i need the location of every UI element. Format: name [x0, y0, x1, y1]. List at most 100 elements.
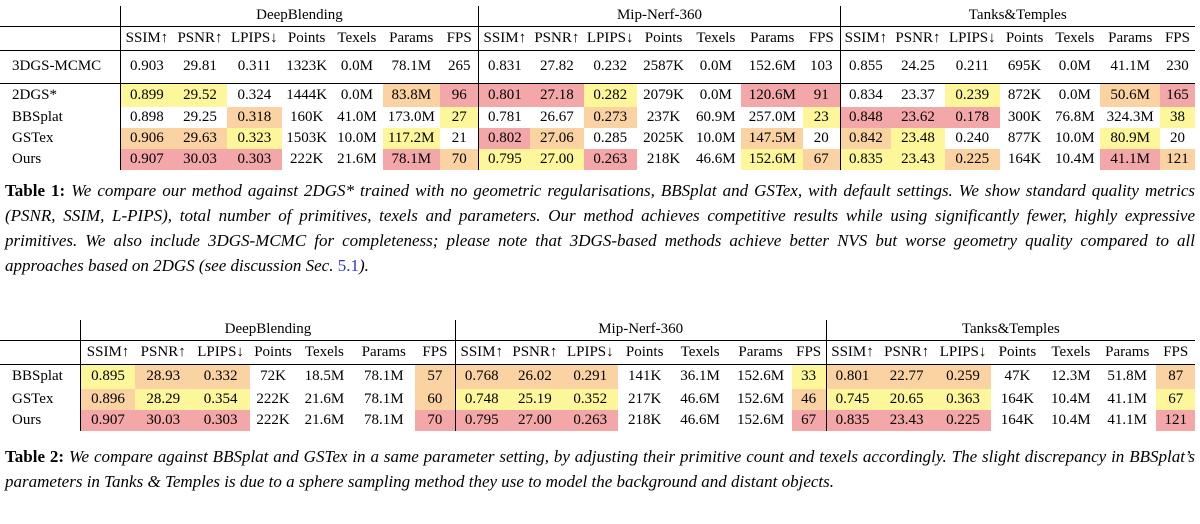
table-cell: 0.263: [583, 149, 637, 170]
table-cell: 10.0M: [337, 130, 377, 146]
col-ssim: SSIM↑: [825, 340, 879, 365]
table-cell: 0.831: [478, 50, 531, 84]
table-cell: 96: [439, 83, 479, 107]
table-1-group-header: DeepBlending Mip-Nerf-360 Tanks&Temples: [0, 6, 1195, 27]
table-cell: 27.82: [530, 50, 584, 84]
table-cell: 0.795: [478, 149, 531, 170]
table-cell: 27.00: [507, 410, 563, 431]
caption-label: Table 2:: [5, 447, 65, 466]
table-cell: 222K: [256, 391, 290, 407]
col-fps: FPS: [439, 26, 479, 51]
table-cell: 0.323: [226, 128, 283, 149]
table-cell: 0.232: [583, 50, 637, 84]
table-cell: 21.6M: [304, 412, 345, 428]
table-1: DeepBlending Mip-Nerf-360 Tanks&Temples …: [0, 6, 1195, 170]
table-cell: 0.225: [944, 149, 1000, 170]
table-cell: 141K: [628, 368, 662, 385]
table-cell: 38: [1159, 107, 1195, 128]
col-points: Points: [249, 340, 297, 365]
table-cell: 0.303: [226, 149, 283, 170]
table-cell: 70: [415, 410, 456, 431]
table-cell: 230: [1159, 50, 1195, 84]
group-label: DeepBlending: [80, 320, 456, 341]
table-cell: 28.29: [134, 389, 192, 410]
col-points: Points: [991, 340, 1044, 365]
table-cell: 20.65: [878, 389, 935, 410]
table-cell: 47K: [1004, 368, 1031, 385]
table-cell: 2025K: [643, 130, 684, 146]
table-cell: 10.0M: [1055, 130, 1095, 146]
group-label: Mip-Nerf-360: [454, 320, 827, 341]
col-ssim: SSIM↑: [119, 26, 174, 51]
table-cell: 41.1M: [1107, 391, 1148, 407]
table-cell: 72K: [260, 368, 286, 385]
table-cell: 0.898: [119, 107, 174, 128]
col-lpips: LPIPS↓: [583, 26, 637, 51]
table-cell: 695K: [999, 50, 1050, 84]
col-texels: Texels: [670, 340, 730, 365]
table-cell: 21: [451, 130, 467, 146]
table-cell: 41.1M: [1107, 412, 1148, 428]
table-1-reference-row: 3DGS-MCMC 0.903 29.81 0.311 1323K 0.0M 78.1M 26…: [0, 50, 1195, 84]
table-cell: 23.62: [891, 107, 945, 128]
table-2-column-header: SSIM↑ PSNR↑ LPIPS↓ Points Texels Params …: [0, 340, 1195, 365]
table-cell: 25.19: [507, 389, 563, 410]
table-cell: 0.903: [119, 50, 174, 84]
table-cell: 91: [803, 83, 840, 107]
table-cell: 10.4M: [1051, 412, 1091, 428]
table-cell: 60.9M: [696, 109, 736, 125]
table-cell: 23: [803, 107, 840, 128]
table-cell: 0.240: [955, 130, 990, 146]
table-cell: 20: [813, 130, 829, 146]
table-cell: 0.211: [944, 50, 1000, 84]
table-cell: 30.03: [173, 149, 227, 170]
table-cell: 27: [439, 107, 479, 128]
table-cell: 164K: [1000, 391, 1035, 407]
table-cell: 0.748: [454, 389, 508, 410]
table-cell: 152.6M: [736, 391, 785, 407]
table-cell: 300K: [1007, 109, 1042, 125]
col-points: Points: [282, 26, 332, 51]
section-link[interactable]: 5.1: [337, 256, 359, 275]
table-cell: 46.6M: [680, 412, 720, 428]
table-cell: 217K: [628, 391, 662, 407]
method-name: Ours: [12, 151, 42, 167]
col-params: Params: [1100, 26, 1160, 51]
table-cell: 70: [439, 149, 479, 170]
table-cell: 0.332: [191, 364, 250, 389]
table-cell: 0.795: [454, 410, 508, 431]
table-cell: 0.0M: [699, 86, 732, 103]
table-cell: 23.43: [878, 410, 935, 431]
table-cell: 0.801: [478, 83, 531, 107]
table-cell: 0.835: [825, 410, 879, 431]
table-cell: 0.354: [191, 389, 250, 410]
table-cell: 0.896: [80, 389, 135, 410]
table-cell: 0.848: [839, 107, 892, 128]
table-cell: 1444K: [286, 86, 328, 103]
table-cell: 152.6M: [741, 149, 803, 170]
table-cell: 0.0M: [331, 50, 383, 84]
table-cell: 0.318: [226, 107, 283, 128]
table-cell: 0.907: [80, 410, 135, 431]
method-name: BBSplat: [12, 109, 63, 125]
table-cell: 0.781: [478, 107, 531, 128]
caption-tail: ).: [358, 256, 369, 275]
table-row: BBSplat 0.898 29.25 0.318 160K 41.0M 173.0M 27 0…: [0, 107, 1195, 128]
table-row: GSTex 0.896 28.29 0.354 222K 21.6M 78.1M 60 0.74…: [0, 389, 1195, 410]
table-cell: 33: [791, 364, 827, 389]
table-cell: 2079K: [643, 86, 684, 103]
table-cell: 41.1M: [1100, 149, 1160, 170]
table-cell: 0.0M: [340, 86, 373, 103]
table-cell: 0.363: [934, 389, 992, 410]
table-cell: 0.907: [119, 149, 174, 170]
table-cell: 21.6M: [304, 391, 345, 407]
table-cell: 0.855: [839, 50, 892, 84]
table-row: BBSplat 0.895 28.93 0.332 72K 18.5M 78.1M 57 0.7…: [0, 364, 1195, 389]
table-cell: 121: [1156, 410, 1195, 431]
table-cell: 218K: [628, 412, 662, 428]
col-psnr: PSNR↑: [173, 26, 227, 51]
table-cell: 23.43: [891, 149, 945, 170]
table-cell: 0.311: [226, 50, 283, 84]
col-params: Params: [729, 340, 792, 365]
table-cell: 147.5M: [741, 128, 803, 149]
